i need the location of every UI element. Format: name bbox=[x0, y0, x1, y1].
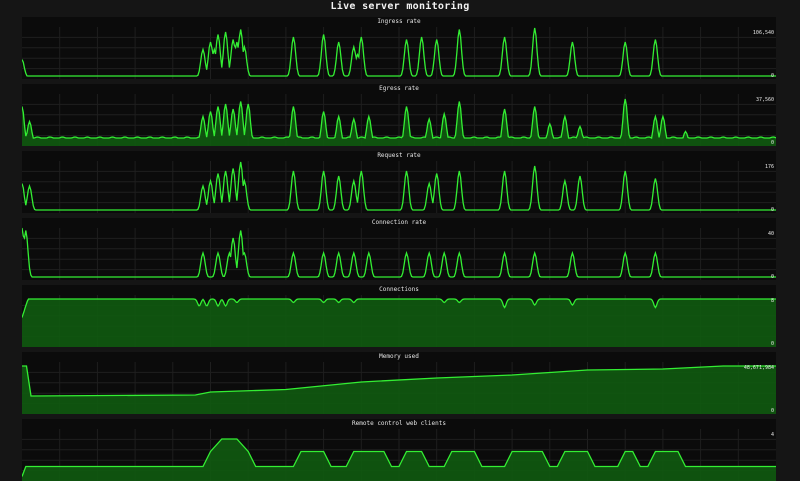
y-max-label: 4 bbox=[770, 432, 774, 438]
series-area bbox=[22, 439, 776, 481]
chart-title: Request rate bbox=[377, 152, 421, 159]
gridlines bbox=[22, 161, 776, 213]
gridlines bbox=[22, 228, 776, 280]
y-max-label: 40 bbox=[767, 231, 774, 237]
y-max-label: 106,540 bbox=[752, 30, 774, 36]
chart-plot-area bbox=[22, 161, 776, 213]
chart-plot-area bbox=[22, 295, 776, 347]
chart-panel-egress-rate: Egress rate 37,560 0 bbox=[22, 84, 776, 146]
series-line bbox=[22, 298, 776, 318]
y-max-label: 8 bbox=[770, 298, 774, 304]
chart-title: Memory used bbox=[379, 353, 419, 360]
series-line bbox=[22, 161, 776, 211]
chart-panel-ingress-rate: Ingress rate 106,540 0 bbox=[22, 17, 776, 79]
chart-title: Ingress rate bbox=[377, 18, 421, 25]
series-area bbox=[22, 366, 776, 414]
y-min-label: 0 bbox=[770, 341, 774, 347]
chart-panel-connections: Connections 8 0 bbox=[22, 285, 776, 347]
chart-panel-connection-rate: Connection rate 40 0 bbox=[22, 218, 776, 280]
gridlines bbox=[22, 27, 776, 79]
y-min-label: 0 bbox=[770, 73, 774, 79]
y-min-label: 0 bbox=[770, 408, 774, 414]
page-title: Live server monitoring bbox=[330, 1, 470, 12]
y-max-label: 37,560 bbox=[755, 97, 774, 103]
chart-title: Connection rate bbox=[371, 219, 427, 226]
series-area bbox=[22, 99, 776, 146]
chart-plot-area bbox=[22, 227, 776, 280]
y-min-label: 0 bbox=[770, 140, 774, 146]
chart-plot-area bbox=[22, 27, 776, 79]
series-line bbox=[22, 438, 776, 477]
series-line bbox=[22, 98, 776, 139]
series-line bbox=[22, 27, 776, 77]
y-max-label: 48,671,984 bbox=[743, 365, 774, 371]
chart-plot-area bbox=[22, 94, 776, 146]
chart-panel-memory-used: Memory used 48,671,984 0 bbox=[22, 352, 776, 414]
chart-plot-area bbox=[22, 362, 776, 414]
y-max-label: 176 bbox=[764, 164, 774, 170]
chart-title: Egress rate bbox=[379, 85, 419, 92]
chart-plot-area bbox=[22, 429, 776, 481]
y-min-label: 0 bbox=[770, 207, 774, 213]
chart-title: Remote control web clients bbox=[352, 420, 446, 427]
chart-panel-request-rate: Request rate 176 0 bbox=[22, 151, 776, 213]
chart-panel-remote-control-web-clients: Remote control web clients 4 bbox=[22, 419, 776, 481]
y-min-label: 0 bbox=[770, 274, 774, 280]
series-line bbox=[22, 227, 776, 278]
series-line bbox=[22, 365, 776, 397]
series-area bbox=[22, 299, 776, 347]
chart-title: Connections bbox=[379, 286, 419, 293]
